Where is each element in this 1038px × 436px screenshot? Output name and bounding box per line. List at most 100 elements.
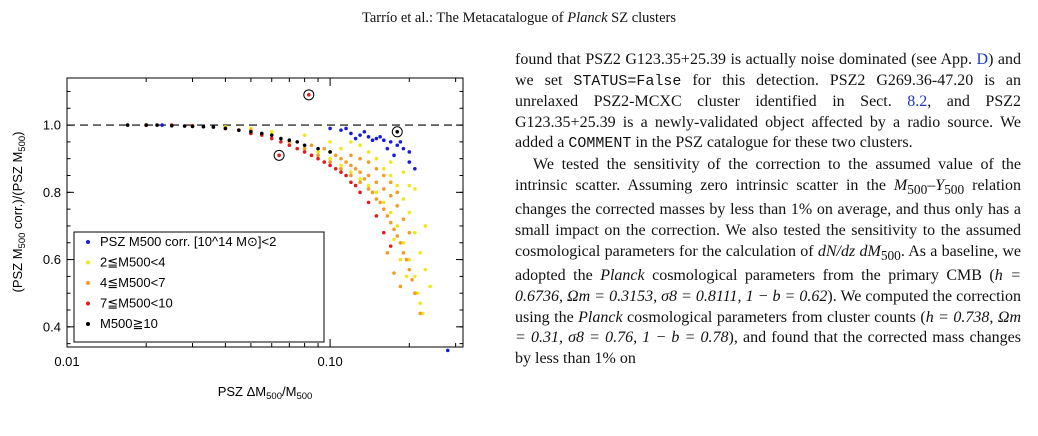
point-s3-23 bbox=[307, 93, 311, 97]
point-s3-13 bbox=[382, 230, 386, 235]
point-s1-12 bbox=[407, 257, 412, 262]
point-s0-11 bbox=[362, 130, 367, 134]
point-s3-17 bbox=[322, 160, 327, 164]
point-s4-6 bbox=[201, 124, 206, 129]
point-s1-18 bbox=[401, 197, 406, 201]
legend-marker-0 bbox=[86, 240, 90, 244]
point-s0-15 bbox=[407, 160, 412, 164]
point-s3-10 bbox=[358, 190, 362, 195]
point-s3-4 bbox=[287, 143, 292, 148]
point-s1-11 bbox=[401, 240, 406, 245]
point-s0-5 bbox=[382, 138, 386, 143]
point-s4-17 bbox=[316, 146, 320, 151]
point-s2-24 bbox=[388, 193, 393, 198]
point-s2-47 bbox=[366, 160, 371, 164]
section-link[interactable]: 8.2 bbox=[907, 93, 928, 111]
point-s1-23 bbox=[407, 210, 412, 215]
point-s4-10 bbox=[249, 130, 253, 134]
legend-marker-1 bbox=[86, 260, 90, 265]
point-s0-19 bbox=[445, 348, 450, 353]
point-s2-26 bbox=[401, 217, 406, 222]
point-s0-6 bbox=[388, 140, 393, 144]
point-s0-13 bbox=[385, 146, 390, 151]
point-s4-18 bbox=[328, 150, 332, 154]
point-s1-6 bbox=[366, 183, 371, 188]
planck-italic: Planck bbox=[567, 10, 608, 26]
point-s2-10 bbox=[382, 207, 386, 211]
paragraph-2: We tested the sensitivity of the correct… bbox=[515, 155, 1022, 367]
point-s2-36 bbox=[353, 166, 358, 171]
point-s3-15 bbox=[295, 146, 300, 151]
point-s3-16 bbox=[309, 153, 314, 158]
point-s0-2 bbox=[358, 133, 362, 137]
point-s0-17 bbox=[370, 138, 375, 143]
point-s3-24 bbox=[277, 153, 281, 158]
point-s2-32 bbox=[309, 143, 314, 148]
point-s2-6 bbox=[349, 173, 353, 178]
point-s3-25 bbox=[388, 244, 393, 248]
point-s2-49 bbox=[382, 173, 386, 178]
point-s2-52 bbox=[385, 251, 390, 255]
point-s1-9 bbox=[388, 210, 393, 215]
point-s0-16 bbox=[413, 166, 417, 171]
point-s2-44 bbox=[410, 277, 414, 282]
point-s2-7 bbox=[358, 180, 362, 185]
point-s0-0 bbox=[339, 128, 343, 132]
point-s2-37 bbox=[362, 177, 367, 181]
point-s1-34 bbox=[269, 130, 274, 134]
point-s0-10 bbox=[378, 135, 382, 139]
point-s4-15 bbox=[295, 140, 300, 144]
point-s1-10 bbox=[395, 224, 400, 228]
x-axis-label: PSZ ΔM500/M500 bbox=[218, 384, 313, 402]
point-s1-21 bbox=[358, 143, 362, 148]
point-s3-12 bbox=[374, 214, 379, 218]
appendix-link[interactable]: D bbox=[976, 51, 989, 68]
point-s2-40 bbox=[385, 214, 390, 218]
point-s3-3 bbox=[269, 136, 274, 141]
point-s2-38 bbox=[370, 190, 375, 195]
point-s2-14 bbox=[407, 267, 412, 272]
point-s1-26 bbox=[423, 267, 428, 272]
point-s3-11 bbox=[366, 200, 371, 205]
point-s2-18 bbox=[339, 156, 343, 161]
x-tick-label-0: 0.01 bbox=[54, 354, 79, 369]
point-s2-39 bbox=[378, 200, 382, 205]
scatter-chart: 0.4 0.6 0.8 1.0 0.01 0.10 PSZ M500 corr. [10^… bbox=[10, 77, 464, 402]
point-s4-5 bbox=[190, 124, 195, 129]
circled-point-0 bbox=[303, 89, 315, 101]
point-s1-31 bbox=[339, 146, 343, 151]
point-s1-7 bbox=[374, 190, 379, 195]
body-text: found that PSZ2 G123.35+25.39 is actuall… bbox=[515, 50, 1021, 369]
point-s0-22 bbox=[344, 126, 348, 131]
point-s2-50 bbox=[388, 180, 393, 185]
point-s4-3 bbox=[169, 123, 174, 128]
point-s4-1 bbox=[144, 123, 148, 127]
plot-frame bbox=[66, 77, 464, 348]
point-s1-28 bbox=[413, 187, 417, 191]
point-s2-42 bbox=[398, 240, 403, 245]
point-s2-13 bbox=[401, 251, 406, 255]
point-s2-20 bbox=[358, 170, 362, 174]
point-s1-3 bbox=[339, 163, 343, 168]
point-s2-22 bbox=[374, 180, 379, 185]
point-s1-40 bbox=[398, 257, 403, 262]
point-s2-46 bbox=[358, 156, 362, 161]
point-s2-5 bbox=[339, 166, 343, 171]
point-s1-19 bbox=[374, 156, 379, 161]
point-s2-12 bbox=[395, 234, 400, 238]
point-s2-41 bbox=[392, 227, 396, 232]
point-s1-24 bbox=[413, 230, 417, 235]
point-s1-45 bbox=[423, 224, 428, 228]
point-s2-9 bbox=[374, 197, 379, 201]
point-s3-5 bbox=[302, 150, 307, 154]
point-s2-11 bbox=[388, 220, 393, 225]
point-s3-8 bbox=[339, 170, 343, 174]
legend-marker-2 bbox=[86, 281, 90, 285]
legend-label-3: 7≦M500<10 bbox=[100, 296, 173, 311]
point-s4-4 bbox=[182, 124, 187, 128]
point-s3-14 bbox=[279, 140, 283, 144]
legend-label-1: 2≦M500<4 bbox=[100, 255, 165, 270]
running-header: Tarrío et al.: The Metacatalogue of Plan… bbox=[362, 10, 676, 26]
point-s1-41 bbox=[404, 274, 409, 279]
point-s0-9 bbox=[407, 150, 412, 154]
